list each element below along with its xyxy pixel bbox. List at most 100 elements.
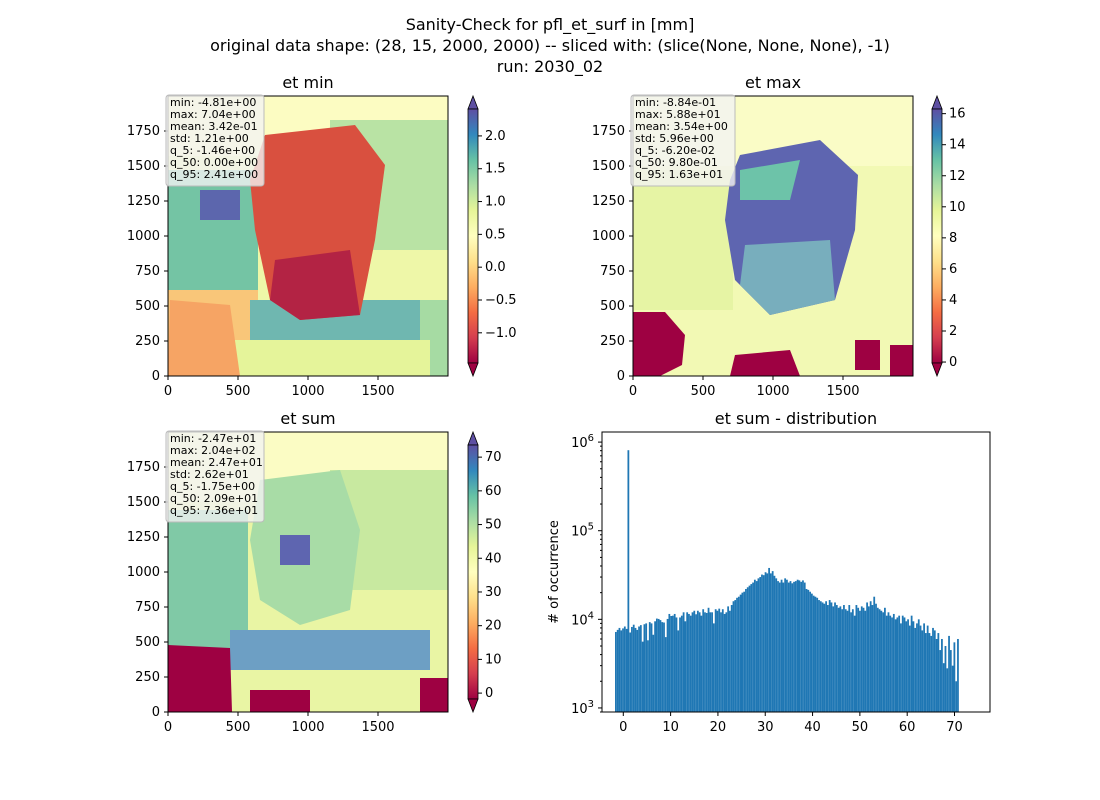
histogram-bar	[889, 615, 892, 712]
histogram-bar	[805, 588, 808, 712]
histogram-bar	[689, 615, 692, 712]
colorbar-tick-label: 60	[485, 484, 502, 499]
histogram-bar	[941, 638, 943, 712]
histogram-bar	[867, 606, 870, 712]
histogram-bar	[953, 642, 956, 712]
histogram-bar	[631, 626, 633, 712]
histogram-bar	[887, 612, 890, 712]
histogram-bar	[825, 601, 828, 712]
y-tick-label: 500	[135, 635, 160, 650]
x-axis: 0 10 20 30 40 50 60 70	[619, 712, 963, 735]
histogram-bar	[762, 575, 765, 712]
histogram-bar	[679, 617, 681, 712]
colorbar-tick-label: 2.0	[485, 129, 506, 144]
colorbar: 0 10 20 30 40 50 60 70	[467, 430, 502, 714]
histogram-bar	[917, 619, 920, 712]
histogram-bar	[818, 600, 820, 712]
colorbar-tick-label: 1.0	[485, 195, 506, 210]
histogram-bar	[834, 602, 836, 712]
histogram-bar	[677, 630, 680, 712]
histogram-bar	[955, 681, 958, 712]
y-tick-label: 1500	[592, 159, 625, 174]
histogram-bar	[682, 612, 685, 712]
histogram-bar	[892, 613, 895, 712]
histogram-bar	[741, 592, 744, 712]
histogram-bar	[839, 606, 842, 712]
stat-mean: mean: 3.54e+00	[635, 120, 728, 133]
histogram-bar	[622, 628, 624, 712]
histogram-bar	[848, 605, 851, 712]
histogram-bar	[933, 630, 936, 712]
histogram-bar	[787, 582, 790, 712]
histogram-bar	[639, 625, 642, 712]
histogram-bar	[705, 612, 708, 712]
histogram-bar	[937, 633, 940, 712]
stat-max: max: 7.04e+00	[170, 108, 256, 121]
histogram-bar	[903, 617, 906, 712]
histogram-bar	[752, 582, 754, 712]
stat-max: max: 2.04e+02	[170, 444, 256, 457]
histogram-bar	[753, 579, 756, 712]
histogram-bar	[709, 612, 712, 712]
histogram-bar	[688, 613, 690, 712]
y-tick-label: 750	[600, 264, 625, 279]
histogram-bar	[691, 612, 694, 712]
histogram-bar	[875, 603, 877, 712]
histogram-bar	[768, 567, 771, 712]
colorbar-tick-label: 6	[949, 262, 957, 277]
histogram-bar	[791, 583, 794, 712]
y-tick-label: 105	[571, 522, 594, 540]
y-tick-label: 250	[135, 334, 160, 349]
histogram-bar	[866, 602, 868, 712]
histogram-bar	[782, 582, 785, 712]
y-axis: 0 250 500 750 1000 1250 1500 1750	[127, 124, 168, 384]
histogram-bar	[716, 610, 719, 712]
histogram-bar	[837, 607, 840, 712]
histogram-bar	[655, 618, 658, 712]
histogram-bar	[862, 607, 865, 712]
histogram-bar	[693, 610, 696, 712]
histogram-bar	[853, 615, 856, 712]
x-tick-label: 500	[226, 384, 251, 399]
colorbar-tick-label: 70	[485, 450, 502, 465]
histogram-bar	[770, 573, 772, 712]
histogram-bar	[648, 622, 651, 712]
histogram-bar	[698, 612, 701, 712]
panel-title: et min	[282, 73, 333, 92]
histogram-bar	[878, 609, 881, 712]
x-tick-label: 70	[946, 720, 963, 735]
histogram-bar	[629, 632, 632, 712]
panel-et-min: et min 0 500 1000 1500 0 250 500 750	[127, 73, 517, 399]
x-tick-label: 1500	[361, 384, 394, 399]
histogram-bar	[841, 609, 844, 712]
histogram-bar	[876, 607, 879, 712]
histogram-bar	[663, 622, 665, 712]
histogram-bar	[910, 615, 913, 712]
histogram-bar	[908, 625, 911, 712]
histogram-bar	[666, 618, 669, 712]
x-tick-label: 40	[804, 720, 821, 735]
x-tick-label: 1000	[756, 384, 789, 399]
histogram-bar	[919, 625, 922, 712]
histogram-bar	[746, 587, 749, 712]
x-tick-label: 20	[710, 720, 727, 735]
histogram-bar	[832, 606, 835, 712]
stat-q50: q_50: 0.00e+00	[170, 156, 258, 169]
histogram-bar	[948, 635, 950, 712]
histogram-bar	[891, 617, 893, 712]
colorbar-tick-label: 30	[485, 585, 502, 600]
histogram-bar	[802, 580, 804, 712]
histogram-bar	[720, 612, 722, 712]
histogram-bar	[880, 610, 883, 712]
x-axis: 0 500 1000 1500	[629, 376, 860, 399]
histogram-bar	[627, 450, 630, 712]
colorbar-tick-label: 8	[949, 231, 957, 246]
histogram-bar	[843, 605, 845, 712]
histogram-bar	[664, 637, 667, 712]
y-axis-label: # of occurrence	[547, 520, 562, 624]
histogram-bar	[748, 585, 751, 712]
histogram-bars	[615, 450, 959, 712]
histogram-bar	[700, 615, 703, 712]
histogram-bar	[736, 597, 738, 712]
y-axis: 0 250 500 750 1000 1250 1500 1750	[127, 460, 168, 720]
